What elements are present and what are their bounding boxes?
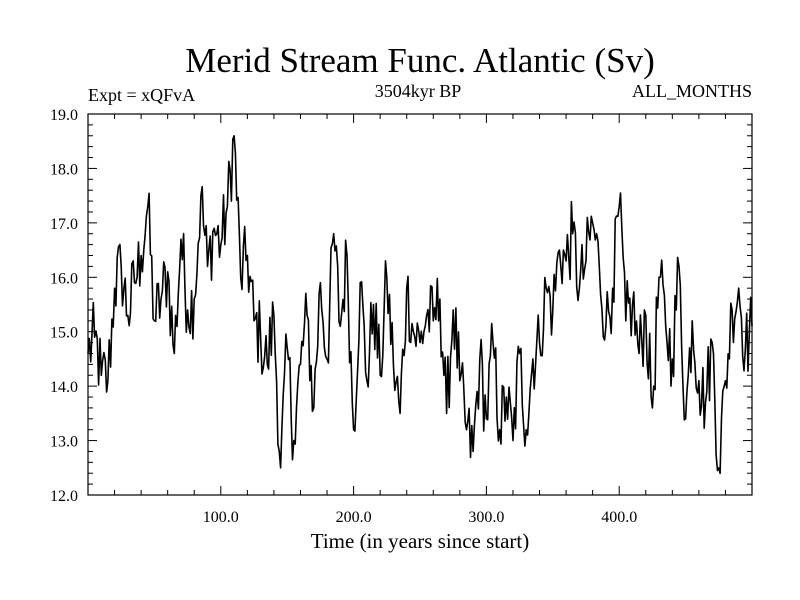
x-tick-label: 400.0 [601, 509, 637, 526]
time-period-label: 3504kyr BP [375, 81, 462, 101]
experiment-label: Expt = xQFvA [88, 85, 195, 105]
y-tick-label: 13.0 [50, 434, 78, 451]
plot-frame [87, 113, 753, 496]
x-tick-label: 100.0 [203, 509, 239, 526]
y-tick-label: 18.0 [50, 161, 78, 178]
y-tick-label: 12.0 [50, 488, 78, 505]
x-axis-label: Time (in years since start) [311, 529, 530, 553]
y-tick-label: 15.0 [50, 325, 78, 342]
x-tick-label: 200.0 [336, 509, 372, 526]
months-label: ALL_MONTHS [632, 81, 752, 101]
y-tick-label: 17.0 [50, 216, 78, 233]
y-tick-label: 16.0 [50, 270, 78, 287]
x-axis: 100.0 200.0 300.0 400.0 [114, 114, 726, 526]
series-line [87, 135, 753, 475]
x-tick-label: 300.0 [468, 509, 504, 526]
y-tick-label: 19.0 [50, 107, 78, 124]
chart-title: Merid Stream Func. Atlantic (Sv) [185, 41, 655, 80]
y-axis: 12.0 13.0 14.0 15.0 16.0 17.0 18.0 19.0 [50, 107, 752, 505]
y-tick-label: 14.0 [50, 379, 78, 396]
